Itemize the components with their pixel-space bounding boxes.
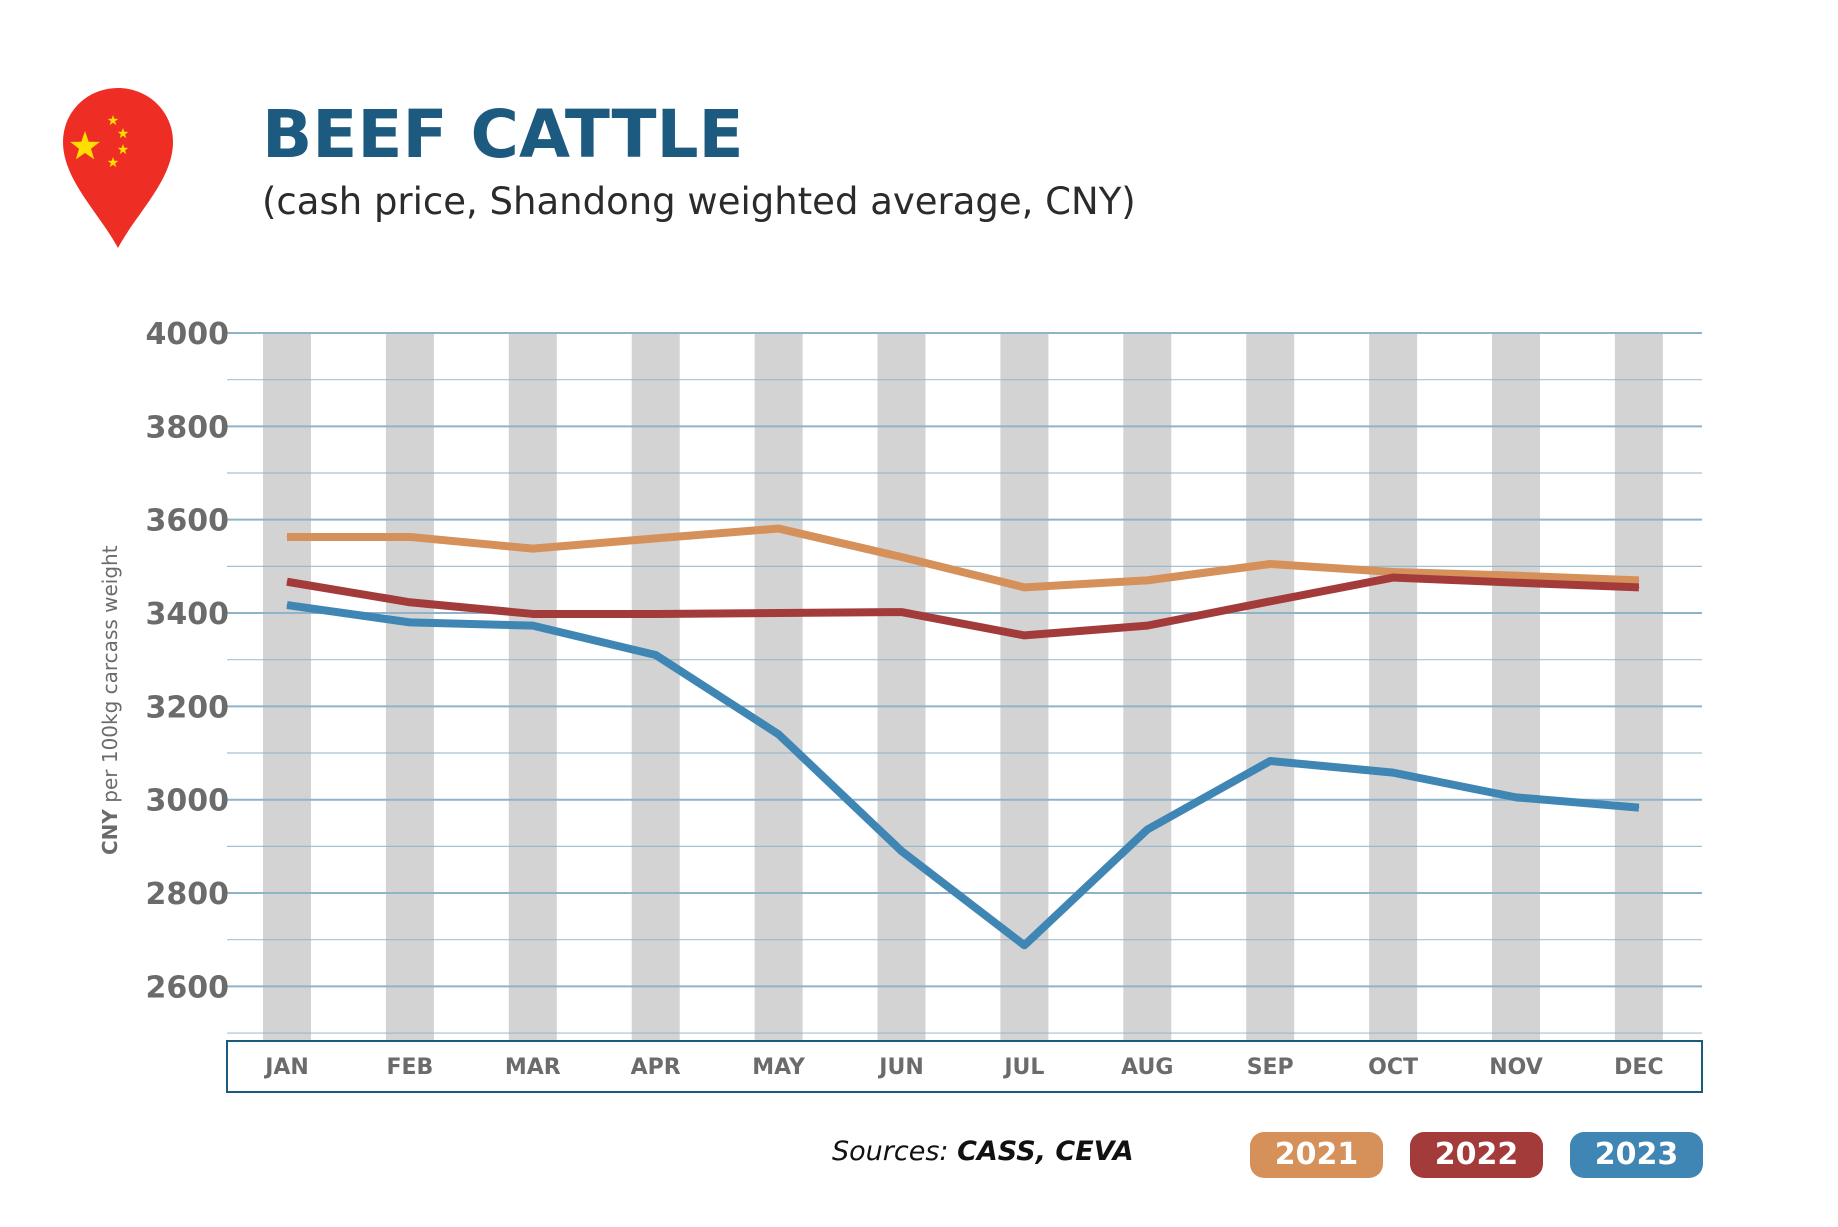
y-tick-label: 3200	[146, 690, 230, 725]
y-tick-label: 3800	[146, 410, 230, 445]
column-band	[508, 333, 557, 1040]
series-line-2021	[287, 524, 1640, 592]
legend-2021: 2021	[1250, 1132, 1383, 1178]
sources-note: Sources: CASS, CEVA	[832, 1136, 1134, 1167]
column-band	[1492, 333, 1540, 1040]
data-point-2023	[409, 621, 411, 623]
data-point-2023	[1146, 829, 1148, 831]
legend-2023: 2023	[1570, 1132, 1703, 1178]
y-tick-label: 2600	[146, 970, 230, 1005]
data-point-2021	[532, 548, 534, 550]
x-axis-ticks: JAN FEB MAR APR MAY JUN JUL AUG SEP OCT NOV DEC	[263, 1055, 1663, 1080]
data-point-2023	[1515, 796, 1517, 798]
column-band	[263, 333, 311, 1040]
data-point-2023	[1023, 944, 1025, 946]
series-line-2023	[286, 601, 1640, 950]
data-point-2021	[1392, 571, 1394, 573]
data-point-2021	[1515, 575, 1517, 577]
chart-title: BEEF CATTLE	[262, 96, 744, 173]
column-bands	[263, 333, 1663, 1040]
data-point-2022	[532, 613, 534, 615]
data-point-2021	[655, 537, 657, 539]
data-point-2022	[901, 611, 902, 613]
y-tick-label: 3600	[146, 504, 230, 539]
data-point-2022	[1638, 586, 1640, 588]
small-star-icon	[117, 144, 129, 155]
column-band	[385, 333, 434, 1040]
data-point-2022	[778, 612, 780, 614]
data-point-2021	[1146, 579, 1148, 581]
series-line-2022	[286, 573, 1640, 640]
column-band	[1246, 333, 1295, 1040]
sources-names: CASS, CEVA	[957, 1136, 1134, 1167]
y-axis-label-unit: CNY	[98, 809, 122, 855]
small-star-icon	[107, 157, 119, 168]
y-tick-label: 3000	[146, 784, 230, 819]
small-star-icon	[107, 115, 119, 126]
data-point-2023	[1269, 760, 1271, 762]
column-band	[1614, 333, 1663, 1040]
y-tick-label: 3400	[146, 597, 230, 632]
x-tick-label: APR	[631, 1055, 681, 1080]
x-tick-label: FEB	[386, 1055, 433, 1080]
data-point-2021	[1023, 586, 1025, 588]
column-band	[1369, 333, 1418, 1040]
y-tick-label: 2800	[146, 877, 230, 912]
x-tick-label: DEC	[1614, 1055, 1663, 1080]
data-point-2023	[655, 654, 657, 656]
data-point-2022	[1392, 577, 1394, 579]
x-tick-label: MAY	[752, 1055, 806, 1080]
small-star-icon	[117, 128, 129, 139]
data-point-2023	[778, 733, 780, 735]
column-band	[1123, 333, 1172, 1040]
x-tick-label: AUG	[1121, 1055, 1173, 1080]
data-point-2022	[409, 601, 411, 603]
data-point-2022	[655, 613, 657, 615]
x-tick-label: JAN	[263, 1055, 309, 1080]
data-point-2022	[1269, 600, 1271, 602]
column-band	[1000, 333, 1049, 1040]
y-axis-label-rest: per 100kg carcass weight	[98, 545, 122, 809]
x-tick-label: JUL	[1002, 1055, 1044, 1080]
y-tick-label: 4000	[146, 317, 230, 352]
x-tick-label: MAR	[505, 1055, 561, 1080]
data-point-2023	[286, 604, 288, 606]
large-star-icon	[70, 131, 100, 160]
column-band	[877, 333, 926, 1040]
data-point-2021	[286, 536, 288, 538]
data-point-2023	[1392, 772, 1394, 774]
chart-subtitle: (cash price, Shandong weighted average, …	[262, 180, 1136, 223]
column-band	[631, 333, 680, 1040]
data-point-2021	[901, 556, 902, 558]
data-point-2021	[1638, 579, 1640, 581]
data-point-2021	[409, 536, 411, 538]
column-band	[754, 333, 803, 1040]
y-axis-ticks: 4000 3800 3600 3400 3200 3000 2800 2600	[146, 317, 230, 1005]
x-tick-label: OCT	[1368, 1055, 1418, 1080]
y-axis-label: CNY per 100kg carcass weight	[98, 545, 122, 855]
data-point-2022	[286, 581, 288, 583]
grid-lines	[227, 332, 1702, 1034]
data-point-2023	[532, 625, 534, 627]
sources-prefix: Sources:	[832, 1136, 958, 1167]
china-flag-location-pin-icon	[63, 88, 173, 248]
x-tick-label: SEP	[1247, 1055, 1294, 1080]
x-axis-box	[226, 1040, 1703, 1093]
series-lines	[286, 524, 1640, 950]
x-tick-label: NOV	[1489, 1055, 1543, 1080]
data-point-2023	[901, 850, 902, 852]
x-tick-label: JUN	[877, 1055, 923, 1080]
data-point-2021	[1269, 563, 1271, 565]
legend-2022: 2022	[1410, 1132, 1543, 1178]
data-point-2022	[1023, 634, 1025, 636]
data-point-2023	[1638, 807, 1640, 809]
data-point-2021	[778, 528, 780, 530]
data-point-2022	[1515, 582, 1517, 584]
data-point-2022	[1146, 625, 1148, 627]
